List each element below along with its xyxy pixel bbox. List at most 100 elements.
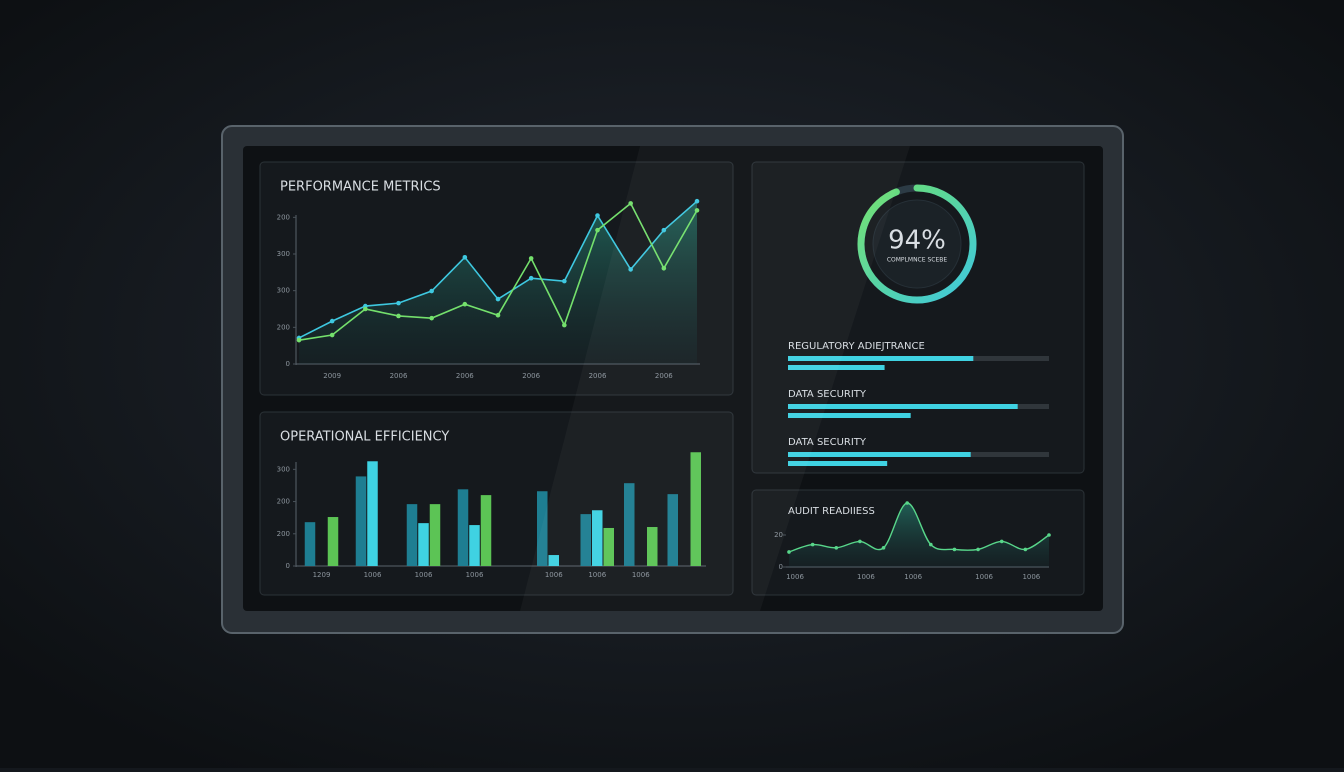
bar [304,522,316,566]
data-point [562,322,567,328]
progress-bar [788,365,885,370]
data-point [628,201,633,206]
progress-bar [788,413,911,418]
data-point [881,546,886,550]
x-tick-label: 2006 [390,372,408,380]
bar [327,517,339,566]
bar [592,510,603,566]
progress-bar [788,356,974,361]
bar [690,452,701,566]
data-point [562,278,567,284]
progress-bar [788,452,971,457]
bar [624,483,635,566]
y-tick-label: 300 [277,465,290,473]
x-tick-label: 1006 [904,573,922,581]
x-tick-label: 1006 [466,571,484,579]
gauge-subtitle: COMPLMNCE SCEBE [887,257,948,264]
gauge-arc [857,184,977,304]
x-tick-label: 2006 [589,372,607,380]
data-point [628,267,633,272]
x-tick-label: 1006 [975,573,993,581]
bar [647,527,658,566]
metric-label: DATA SECURITY [788,389,867,400]
data-point [858,539,862,544]
data-point [787,550,791,554]
y-tick-label: 0 [286,360,290,368]
y-tick-label: 0 [779,563,783,571]
y-tick-label: 200 [277,323,290,331]
progress-bar [788,404,1018,409]
data-point [495,312,501,318]
panel-title: OPERATIONAL EFFICIENCY [280,430,449,445]
y-tick-label: 200 [277,498,290,506]
x-tick-label: 2006 [655,372,673,380]
gauge-inner [872,199,962,289]
bar [667,494,678,566]
bar [469,525,480,566]
data-point [976,547,980,552]
x-tick-label: 1006 [786,573,804,581]
y-tick-label: 20 [774,531,783,539]
y-tick-label: 200 [277,530,290,538]
data-point [363,306,368,312]
bar [406,504,418,566]
data-point [1023,547,1028,552]
data-point [834,546,839,550]
data-point [694,208,700,213]
data-point [661,266,667,271]
x-tick-label: 2006 [522,372,540,380]
bar [548,555,559,566]
x-tick-label: 1006 [857,573,875,581]
data-point [694,198,700,204]
panel-title: AUDIT READIIESS [788,506,875,517]
data-point [296,337,302,343]
data-point [329,332,335,338]
area-fill [789,502,1049,567]
metric-label: DATA SECURITY [788,437,867,448]
y-tick-label: 200 [277,213,290,221]
progress-bar [788,461,888,466]
data-point [329,318,335,324]
data-point [999,539,1004,544]
panel-title: PERFORMANCE METRICS [280,180,441,195]
data-point [595,213,600,218]
data-point [528,275,534,281]
data-point [1047,533,1051,537]
x-tick-label: 2009 [323,372,341,380]
data-point [810,542,815,547]
area-fill [299,201,697,364]
data-point [429,288,434,294]
data-point [462,254,468,260]
data-point [429,315,434,321]
data-point [396,313,401,319]
bar [603,527,614,566]
gauge-value: 94% [888,226,946,256]
data-point [952,547,957,552]
data-point [528,256,534,261]
metric-label: REGULATORY ADIEJTRANCE [788,341,925,352]
y-tick-label: 300 [277,287,290,295]
data-point [462,301,468,307]
x-tick-label: 1006 [364,571,382,579]
bar [418,523,429,566]
x-tick-label: 2006 [456,372,474,380]
x-tick-label: 1006 [632,571,650,579]
bar [457,489,469,566]
x-tick-label: 1006 [415,571,433,579]
area-line [788,502,1050,553]
y-tick-label: 0 [286,562,290,570]
bar [480,495,492,566]
panel [751,161,1085,474]
bar [367,461,378,566]
x-tick-label: 1209 [313,571,331,579]
data-point [396,300,401,306]
data-point [595,227,600,233]
bar [537,491,548,566]
x-tick-label: 1006 [588,571,606,579]
bar [580,514,591,566]
data-point [495,296,501,302]
x-tick-label: 1006 [545,571,563,579]
data-point [929,542,933,547]
